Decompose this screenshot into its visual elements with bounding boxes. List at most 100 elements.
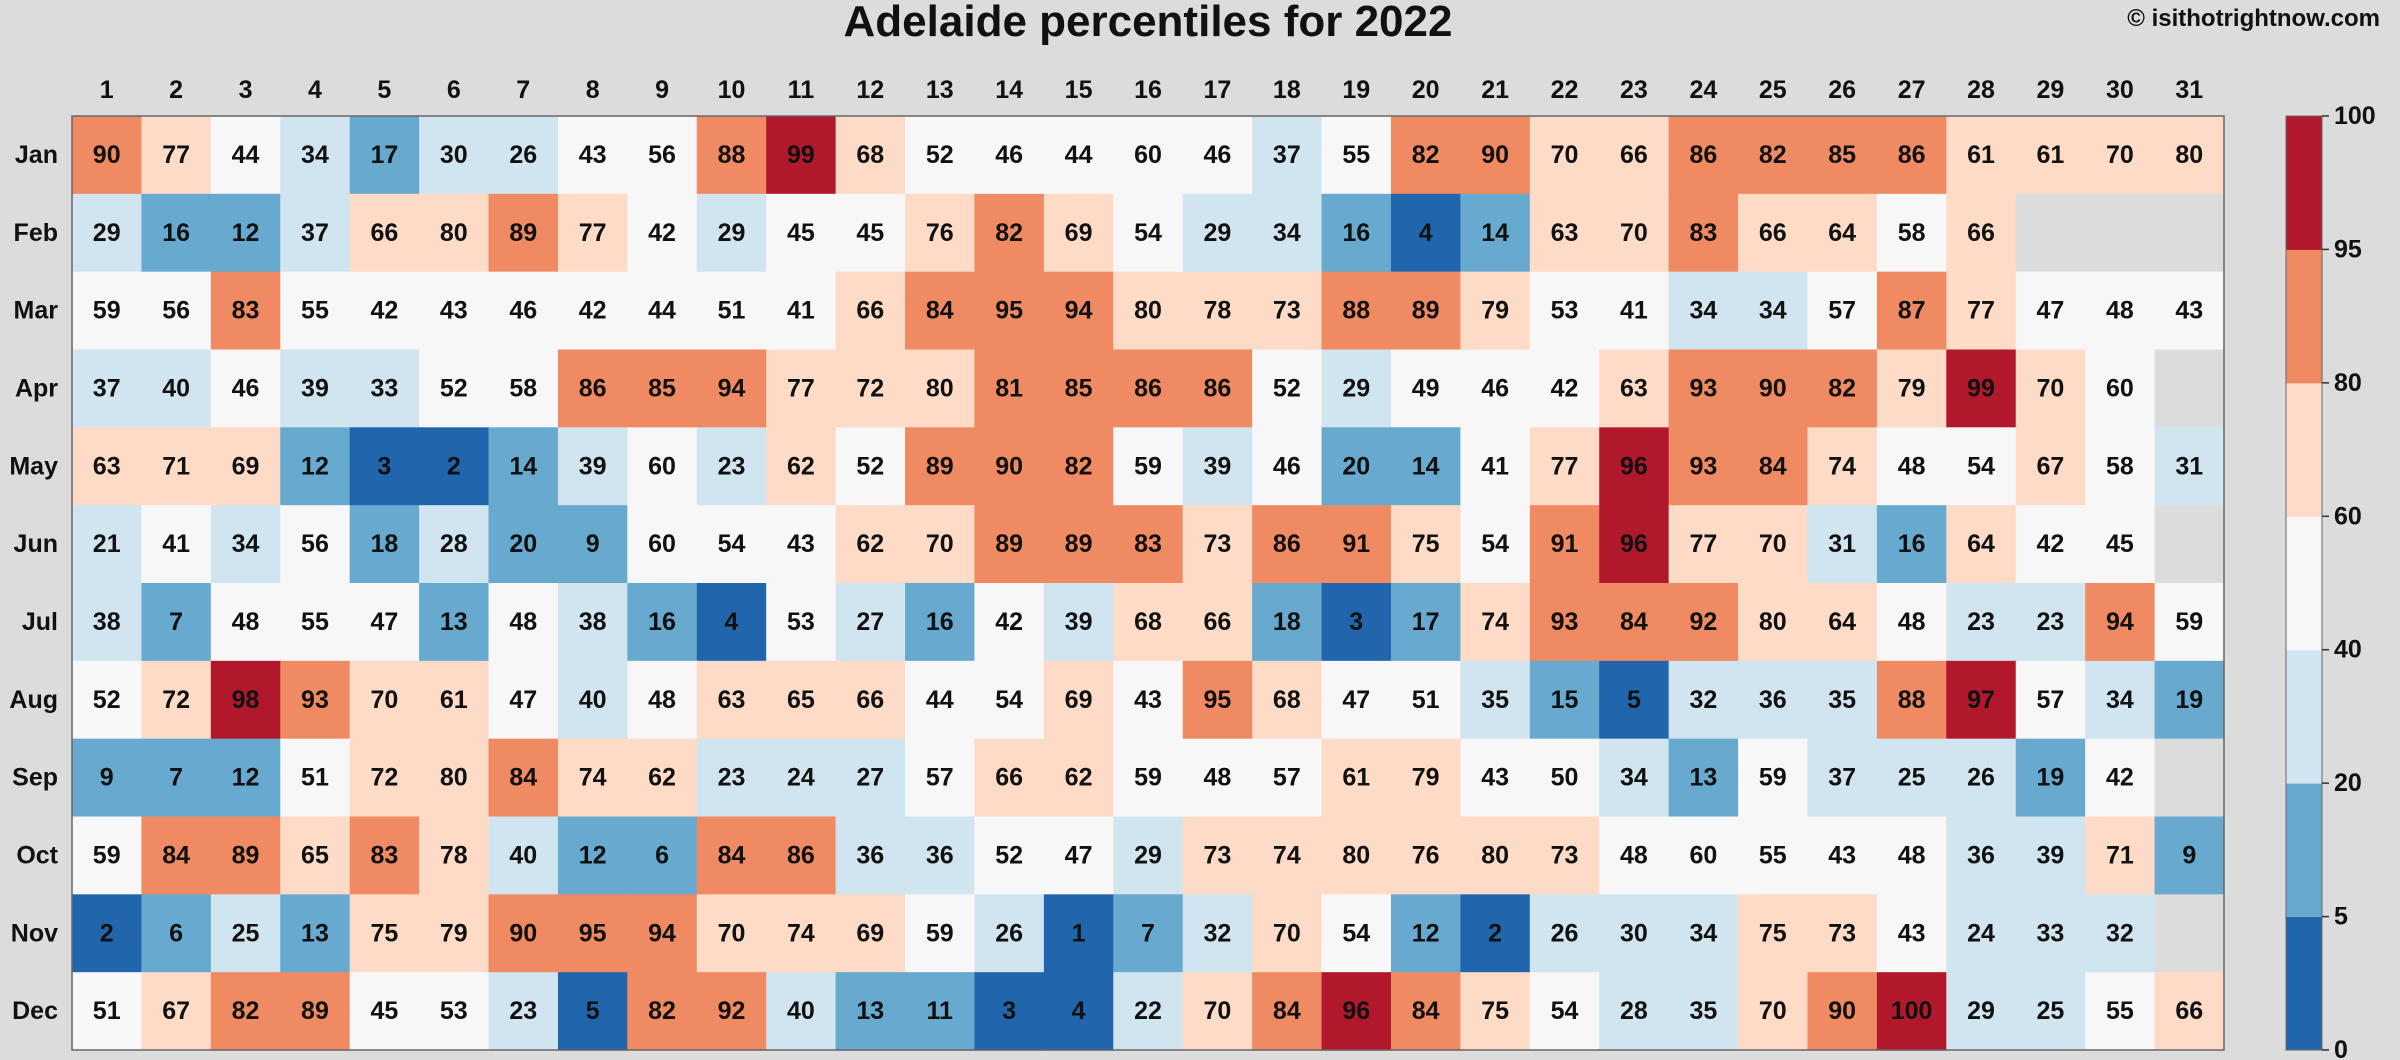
cell-value-label: 80 bbox=[1134, 297, 1162, 325]
cell-value-label: 61 bbox=[1967, 141, 1995, 169]
column-label: 14 bbox=[995, 76, 1023, 104]
heatmap-cell bbox=[2085, 894, 2156, 973]
heatmap-cell bbox=[1182, 193, 1253, 273]
cell-value-label: 64 bbox=[1828, 608, 1856, 636]
heatmap-cell bbox=[766, 972, 837, 1051]
heatmap-cell bbox=[1043, 816, 1114, 895]
heatmap-cell bbox=[1946, 349, 2017, 428]
cell-value-label: 20 bbox=[1342, 452, 1370, 480]
cell-value-label: 95 bbox=[995, 297, 1023, 325]
heatmap-cell bbox=[1043, 193, 1114, 273]
cell-value-label: 88 bbox=[1342, 297, 1370, 325]
heatmap-cell bbox=[1113, 349, 1184, 428]
cell-value-label: 11 bbox=[927, 997, 954, 1025]
cell-value-label: 93 bbox=[1551, 608, 1579, 636]
heatmap-cell bbox=[1946, 116, 2017, 195]
heatmap-cell bbox=[210, 505, 281, 584]
column-label: 8 bbox=[586, 76, 600, 104]
heatmap-cell bbox=[2085, 972, 2156, 1051]
heatmap-cell bbox=[1876, 271, 1947, 351]
cell-value-label: 24 bbox=[787, 764, 815, 792]
heatmap-cell bbox=[1043, 116, 1114, 195]
heatmap-cell bbox=[210, 427, 281, 506]
cell-value-label: 83 bbox=[1134, 530, 1162, 558]
heatmap-cell bbox=[488, 193, 559, 273]
cell-value-label: 84 bbox=[162, 841, 190, 869]
heatmap-cell bbox=[1182, 116, 1253, 195]
heatmap-cell bbox=[488, 738, 559, 818]
heatmap-cell bbox=[488, 583, 559, 662]
heatmap-cell bbox=[1529, 738, 1600, 818]
heatmap-cell bbox=[627, 349, 698, 428]
cell-value-label: 40 bbox=[787, 997, 815, 1025]
heatmap-cell bbox=[1738, 505, 1809, 584]
cell-value-label: 44 bbox=[648, 297, 676, 325]
cell-value-label: 32 bbox=[1204, 919, 1232, 947]
heatmap-cell bbox=[1946, 894, 2017, 973]
heatmap-cell bbox=[1321, 505, 1392, 584]
cell-value-label: 78 bbox=[1204, 297, 1232, 325]
cell-value-label: 86 bbox=[1134, 374, 1162, 402]
cell-value-label: 51 bbox=[93, 997, 121, 1025]
heatmap-cell bbox=[627, 505, 698, 584]
cell-value-label: 14 bbox=[1412, 452, 1440, 480]
heatmap-cell bbox=[72, 583, 143, 662]
heatmap-cell bbox=[1807, 894, 1878, 973]
cell-value-label: 58 bbox=[2106, 452, 2134, 480]
column-label: 12 bbox=[856, 76, 884, 104]
heatmap-cell bbox=[557, 271, 628, 351]
heatmap-cell bbox=[1807, 972, 1878, 1051]
heatmap-cell bbox=[2015, 738, 2086, 818]
cell-value-label: 73 bbox=[1204, 530, 1232, 558]
heatmap-cell bbox=[2154, 894, 2225, 973]
cell-value-label: 39 bbox=[2037, 841, 2065, 869]
cell-value-label: 57 bbox=[1273, 764, 1301, 792]
cell-value-label: 34 bbox=[301, 141, 329, 169]
cell-value-label: 24 bbox=[1967, 919, 1995, 947]
heatmap-cell bbox=[210, 193, 281, 273]
cell-value-label: 64 bbox=[1828, 219, 1856, 247]
heatmap-cell bbox=[557, 349, 628, 428]
heatmap-cell bbox=[1876, 660, 1947, 740]
heatmap-cell bbox=[1113, 894, 1184, 973]
cell-value-label: 85 bbox=[1065, 374, 1093, 402]
cell-value-label: 43 bbox=[1898, 919, 1926, 947]
cell-value-label: 94 bbox=[648, 919, 676, 947]
heatmap-cell bbox=[1668, 193, 1739, 273]
heatmap-cell bbox=[2015, 427, 2086, 506]
column-label: 21 bbox=[1481, 76, 1509, 104]
cell-value-label: 43 bbox=[440, 297, 468, 325]
heatmap-cell bbox=[1529, 271, 1600, 351]
column-label: 5 bbox=[377, 76, 391, 104]
cell-value-label: 74 bbox=[787, 919, 815, 947]
heatmap-cell bbox=[1599, 972, 1670, 1051]
column-label: 2 bbox=[169, 76, 183, 104]
cell-value-label: 84 bbox=[509, 764, 537, 792]
cell-value-label: 16 bbox=[1342, 219, 1370, 247]
cell-value-label: 54 bbox=[1481, 530, 1509, 558]
heatmap-cell bbox=[349, 583, 420, 662]
heatmap-cell bbox=[1390, 816, 1461, 895]
cell-value-label: 45 bbox=[370, 997, 398, 1025]
heatmap-cell bbox=[2085, 427, 2156, 506]
cell-value-label: 34 bbox=[2106, 686, 2134, 714]
heatmap-cell bbox=[1113, 583, 1184, 662]
heatmap-cell bbox=[1738, 894, 1809, 973]
cell-value-label: 63 bbox=[1620, 374, 1648, 402]
heatmap-cell bbox=[1390, 349, 1461, 428]
cell-value-label: 57 bbox=[2037, 686, 2065, 714]
cell-value-label: 5 bbox=[1627, 686, 1641, 714]
cell-value-label: 35 bbox=[1828, 686, 1856, 714]
cell-value-label: 72 bbox=[856, 374, 884, 402]
cell-value-label: 36 bbox=[1759, 686, 1787, 714]
heatmap-cell bbox=[1738, 583, 1809, 662]
heatmap-cell bbox=[2085, 349, 2156, 428]
heatmap-cell bbox=[557, 116, 628, 195]
cell-value-label: 13 bbox=[856, 997, 884, 1025]
heatmap-cell bbox=[2015, 505, 2086, 584]
cell-value-label: 21 bbox=[93, 530, 121, 558]
heatmap-cell bbox=[557, 660, 628, 740]
heatmap-cell bbox=[1807, 427, 1878, 506]
heatmap-cell bbox=[766, 427, 837, 506]
cell-value-label: 52 bbox=[856, 452, 884, 480]
